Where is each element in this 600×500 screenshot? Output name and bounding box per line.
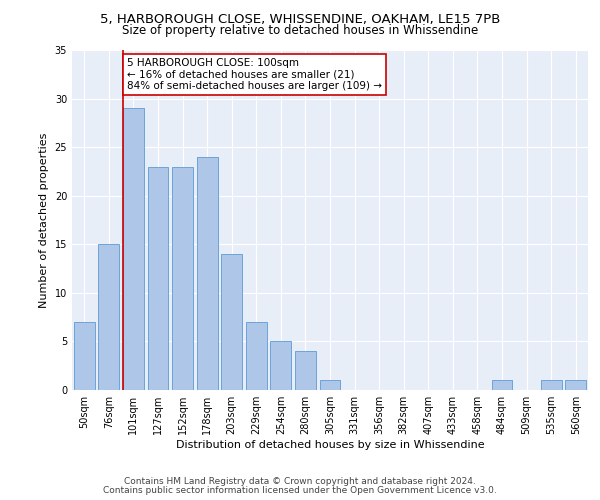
Y-axis label: Number of detached properties: Number of detached properties — [39, 132, 49, 308]
X-axis label: Distribution of detached houses by size in Whissendine: Distribution of detached houses by size … — [176, 440, 484, 450]
Text: Contains HM Land Registry data © Crown copyright and database right 2024.: Contains HM Land Registry data © Crown c… — [124, 477, 476, 486]
Bar — [98, 244, 119, 390]
Bar — [172, 166, 193, 390]
Bar — [565, 380, 586, 390]
Bar — [197, 157, 218, 390]
Text: 5, HARBOROUGH CLOSE, WHISSENDINE, OAKHAM, LE15 7PB: 5, HARBOROUGH CLOSE, WHISSENDINE, OAKHAM… — [100, 12, 500, 26]
Bar — [491, 380, 512, 390]
Bar — [221, 254, 242, 390]
Bar — [320, 380, 340, 390]
Text: Contains public sector information licensed under the Open Government Licence v3: Contains public sector information licen… — [103, 486, 497, 495]
Text: 5 HARBOROUGH CLOSE: 100sqm
← 16% of detached houses are smaller (21)
84% of semi: 5 HARBOROUGH CLOSE: 100sqm ← 16% of deta… — [127, 58, 382, 91]
Text: Size of property relative to detached houses in Whissendine: Size of property relative to detached ho… — [122, 24, 478, 37]
Bar — [295, 351, 316, 390]
Bar — [123, 108, 144, 390]
Bar — [246, 322, 267, 390]
Bar — [148, 166, 169, 390]
Bar — [541, 380, 562, 390]
Bar — [74, 322, 95, 390]
Bar — [271, 342, 292, 390]
